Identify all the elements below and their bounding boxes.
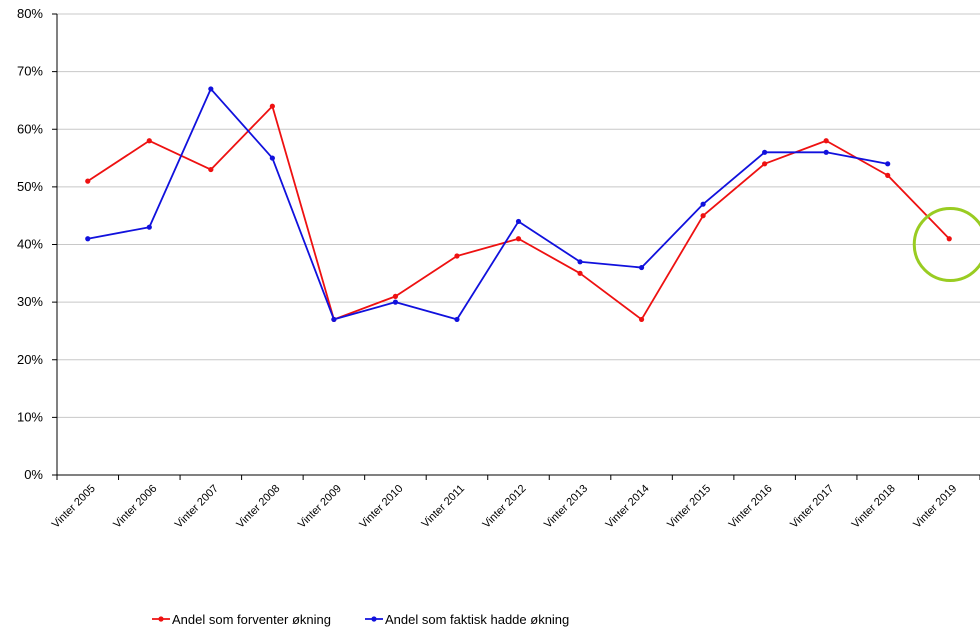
highlight-circle: [912, 207, 980, 282]
legend-marker: [371, 616, 377, 622]
data-point: [885, 161, 891, 167]
x-tick-label: Vinter 2015: [665, 483, 713, 531]
x-tick-label: Vinter 2014: [604, 483, 652, 531]
legend-label: Andel som faktisk hadde økning: [385, 612, 569, 627]
y-tick-label: 70%: [17, 64, 43, 79]
data-point: [454, 253, 460, 259]
data-point: [700, 213, 706, 219]
y-tick-label: 40%: [17, 237, 43, 252]
x-tick-label: Vinter 2006: [111, 483, 159, 531]
series-line-2: [87, 88, 888, 321]
data-point: [577, 259, 583, 265]
x-tick-label: Vinter 2018: [850, 483, 898, 531]
x-tick-label: Vinter 2010: [357, 483, 405, 531]
x-tick-label: Vinter 2013: [542, 483, 590, 531]
x-tick-label: Vinter 2007: [173, 483, 221, 531]
x-tick-label: Vinter 2012: [480, 483, 528, 531]
data-point: [146, 224, 152, 230]
data-point: [454, 316, 460, 323]
y-tick-label: 0%: [24, 467, 43, 482]
y-tick-label: 80%: [17, 6, 43, 21]
y-tick-label: 10%: [17, 409, 43, 424]
data-point: [515, 218, 522, 225]
data-point: [638, 264, 645, 271]
data-point: [638, 316, 645, 323]
data-point: [885, 172, 891, 178]
data-point: [269, 103, 275, 109]
y-tick-label: 30%: [17, 294, 43, 309]
legend: Andel som forventer økning Andel som fakt…: [152, 612, 569, 627]
data-point: [577, 270, 583, 276]
y-tick-label: 50%: [17, 179, 43, 194]
data-point: [331, 316, 337, 323]
y-tick-label: 60%: [17, 121, 43, 136]
x-tick-label: Vinter 2009: [296, 483, 344, 531]
x-axis-ticks: Vinter 2005 Vinter 2006 Vinter 2007 Vinter …: [50, 475, 980, 531]
highlight-layer: [912, 207, 980, 282]
data-point: [392, 293, 399, 299]
data-point: [515, 236, 522, 242]
data-point: [823, 149, 829, 155]
y-axis-ticks: 0% 10% 20% 30% 40% 50% 60% 70% 80%: [17, 6, 57, 482]
data-point: [208, 86, 214, 92]
x-tick-label: Vinter 2016: [727, 483, 775, 531]
data-point: [762, 161, 768, 167]
x-tick-label: Vinter 2011: [420, 483, 468, 531]
gridlines: [57, 13, 980, 418]
legend-marker: [158, 616, 164, 622]
data-point: [85, 178, 91, 184]
data-point: [85, 236, 91, 242]
data-point: [700, 201, 706, 207]
data-point: [208, 166, 214, 173]
y-tick-label: 20%: [17, 352, 43, 367]
data-point: [392, 299, 399, 305]
x-tick-label: Vinter 2008: [234, 483, 282, 531]
legend-label: Andel som forventer økning: [172, 612, 331, 627]
series-layer: [85, 86, 952, 323]
series-line-1: [87, 105, 950, 321]
data-point: [146, 138, 152, 144]
data-point: [762, 149, 768, 155]
data-point: [946, 236, 952, 242]
x-tick-label: Vinter 2019: [911, 483, 959, 531]
x-tick-label: Vinter 2017: [788, 483, 836, 531]
x-tick-label: Vinter 2005: [50, 483, 98, 531]
data-point: [269, 155, 275, 161]
data-point: [823, 138, 829, 144]
